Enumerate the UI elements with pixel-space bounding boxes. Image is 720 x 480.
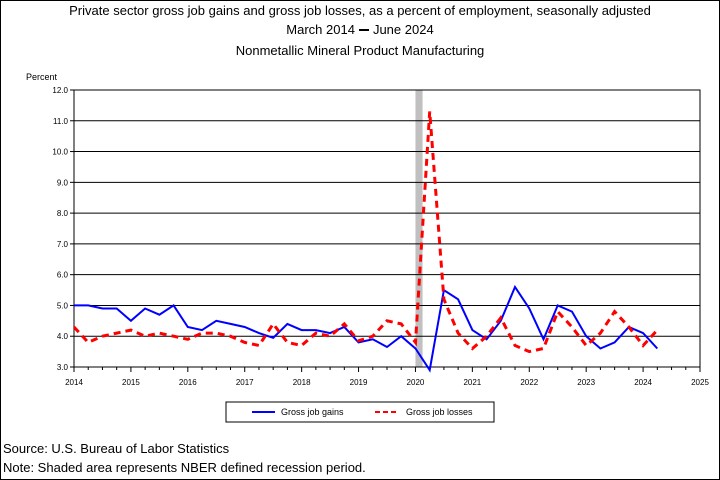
x-tick-label: 2021 <box>463 378 481 387</box>
y-axis-title: Percent <box>26 72 58 82</box>
x-tick-label: 2020 <box>407 378 425 387</box>
series-gross-job-gains-line <box>74 284 659 373</box>
x-tick-label: 2025 <box>691 378 709 387</box>
x-tick-label: 2017 <box>236 378 254 387</box>
source-note: Source: U.S. Bureau of Labor Statistics <box>3 441 230 456</box>
x-tick-label: 2023 <box>577 378 595 387</box>
plot-area-border <box>73 89 701 368</box>
y-tick-label: 3.0 <box>57 363 69 372</box>
date-range-start: March 2014 <box>286 22 355 37</box>
chart-subtitle: Nonmetallic Mineral Product Manufacturin… <box>235 43 485 58</box>
legend-gains-label: Gross job gains <box>281 407 344 417</box>
y-tick-label: 12.0 <box>52 86 68 95</box>
date-range-end: June 2024 <box>372 22 434 37</box>
recession-note: Note: Shaded area represents NBER define… <box>3 460 366 475</box>
x-tick-label: 2015 <box>122 378 140 387</box>
y-tick-label: 8.0 <box>57 209 69 218</box>
date-range-dash <box>358 28 369 31</box>
x-tick-label: 2022 <box>520 378 538 387</box>
x-tick-label: 2024 <box>634 378 652 387</box>
y-tick-label: 10.0 <box>52 148 68 157</box>
x-tick-label: 2019 <box>350 378 368 387</box>
legend-box <box>225 401 495 423</box>
x-tick-label: 2014 <box>65 378 83 387</box>
y-tick-label: 6.0 <box>57 271 69 280</box>
y-tick-label: 5.0 <box>57 301 69 310</box>
series-gross-job-losses-line <box>72 111 659 354</box>
x-tick-label: 2016 <box>179 378 197 387</box>
x-tick-label: 2018 <box>293 378 311 387</box>
chart-date-range: March 2014 June 2024 <box>0 22 720 38</box>
y-tick-label: 9.0 <box>57 178 69 187</box>
y-tick-label: 11.0 <box>53 117 69 126</box>
recession-shading <box>415 90 423 367</box>
y-tick-label: 4.0 <box>57 332 69 341</box>
y-tick-label: 7.0 <box>57 240 69 249</box>
chart-title: Private sector gross job gains and gross… <box>69 3 651 18</box>
legend-losses-label: Gross job losses <box>406 407 473 417</box>
